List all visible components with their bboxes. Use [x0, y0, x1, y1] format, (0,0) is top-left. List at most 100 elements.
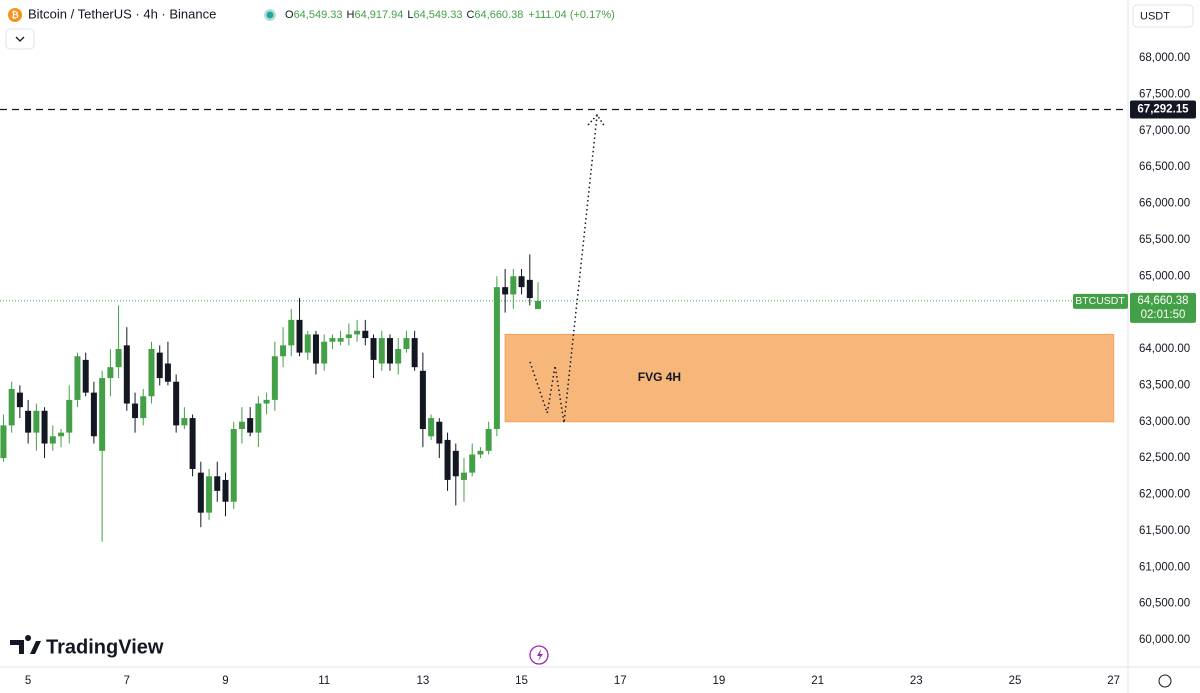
candle-body: [123, 345, 130, 404]
collapse-button[interactable]: [5, 28, 35, 50]
candle-body: [255, 403, 262, 433]
candle-body: [485, 429, 492, 451]
candle-body: [33, 410, 40, 433]
currency-button[interactable]: [1132, 4, 1194, 28]
brand-name: TradingView: [46, 636, 164, 658]
candle-body: [41, 410, 48, 444]
y-tick-label: 66,500.00: [1139, 161, 1190, 173]
y-tick-label: 64,000.00: [1139, 343, 1190, 355]
candle-body: [164, 363, 171, 382]
x-tick-label: 27: [1107, 675, 1120, 687]
candle-body: [345, 334, 352, 339]
settings-icon[interactable]: [1158, 674, 1172, 688]
candle-body: [312, 334, 319, 364]
candle-body: [222, 479, 229, 502]
y-tick-label: 60,000.00: [1139, 634, 1190, 646]
candle-body: [469, 454, 476, 473]
ohlc-value: 64,917.94: [354, 9, 403, 21]
y-tick-label: 66,000.00: [1139, 198, 1190, 210]
candle-body: [288, 319, 295, 346]
candle-body: [66, 399, 73, 433]
candle-body: [518, 276, 525, 288]
y-tick-label: 65,500.00: [1139, 234, 1190, 246]
candle-body: [403, 338, 410, 349]
candle-body: [263, 399, 270, 404]
candle-body: [74, 356, 81, 400]
candle-body: [411, 338, 418, 368]
last-price-bg: [1130, 292, 1196, 323]
candle-body: [428, 418, 435, 437]
x-tick-label: 13: [416, 675, 429, 687]
candle-body: [362, 330, 369, 339]
x-tick-label: 9: [222, 675, 228, 687]
btc-icon: [8, 8, 22, 22]
ohlc-letter: L: [407, 9, 413, 21]
y-tick-label: 60,500.00: [1139, 598, 1190, 610]
candle-body: [148, 348, 155, 397]
status-dot: [266, 11, 274, 19]
candle-body: [460, 472, 467, 480]
level-label-bg: [1130, 100, 1196, 119]
level-label: 67,292.15: [1137, 104, 1189, 116]
candle-body: [189, 418, 196, 470]
y-tick-label: 61,500.00: [1139, 525, 1190, 537]
x-tick-label: 17: [614, 675, 627, 687]
projection-arrowhead: [587, 113, 606, 128]
candle-body: [502, 287, 509, 295]
candle-body: [132, 403, 139, 419]
x-tick-label: 15: [515, 675, 528, 687]
x-tick-label: 11: [318, 675, 330, 687]
y-tick-label: 61,000.00: [1139, 561, 1190, 573]
candle-body: [296, 319, 303, 353]
y-tick-label: 68,000.00: [1139, 52, 1190, 64]
candle-body: [280, 345, 287, 357]
candle-body: [321, 341, 328, 364]
candle-body: [419, 370, 426, 430]
ohlc-letter: C: [466, 9, 474, 21]
candle-body: [354, 330, 361, 335]
candle-body: [197, 472, 204, 513]
y-tick-label: 63,000.00: [1139, 416, 1190, 428]
y-tick-label: 67,500.00: [1139, 88, 1190, 100]
x-tick-label: 5: [25, 675, 31, 687]
candle-body: [25, 410, 32, 433]
candle-body: [534, 300, 541, 310]
candle-body: [90, 392, 97, 437]
candle-body: [206, 476, 213, 513]
symbol-label-bg: [1073, 293, 1128, 309]
candle-body: [238, 421, 245, 430]
candle-body: [0, 425, 7, 459]
y-tick-label: 67,000.00: [1139, 125, 1190, 137]
candle-body: [8, 388, 15, 426]
candle-body: [156, 352, 163, 379]
candle-body: [16, 392, 23, 408]
candle-body: [436, 421, 443, 444]
ohlc-letter: H: [347, 9, 355, 21]
y-tick-label: 62,500.00: [1139, 452, 1190, 464]
candle-body: [370, 338, 377, 360]
y-tick-label: 62,000.00: [1139, 489, 1190, 501]
fvg-label: FVG 4H: [638, 370, 681, 384]
candle-body: [214, 476, 221, 491]
candle-body: [386, 338, 393, 364]
candle-body: [510, 276, 517, 295]
candle-body: [444, 439, 451, 480]
candle-body: [337, 338, 344, 342]
chart-title: Bitcoin / TetherUS · 4h · Binance: [28, 6, 216, 21]
y-tick-label: 63,500.00: [1139, 379, 1190, 391]
fvg-zone: [504, 333, 1115, 423]
symbol-label: BTCUSDT: [1075, 295, 1125, 307]
x-tick-label: 21: [811, 675, 824, 687]
candle-body: [526, 279, 533, 299]
candle-body: [58, 432, 65, 437]
x-tick-label: 19: [713, 675, 726, 687]
x-tick-label: 25: [1009, 675, 1022, 687]
candle-body: [329, 338, 336, 342]
candle-body: [99, 378, 106, 451]
event-bolt: [537, 649, 543, 661]
candle-body: [82, 359, 89, 393]
chevron-icon: [15, 36, 25, 42]
last-price-label: 64,660.38: [1137, 295, 1188, 307]
ohlc-header: O64,549.33 H64,917.94 L64,549.33 C64,660.38…: [285, 9, 615, 21]
